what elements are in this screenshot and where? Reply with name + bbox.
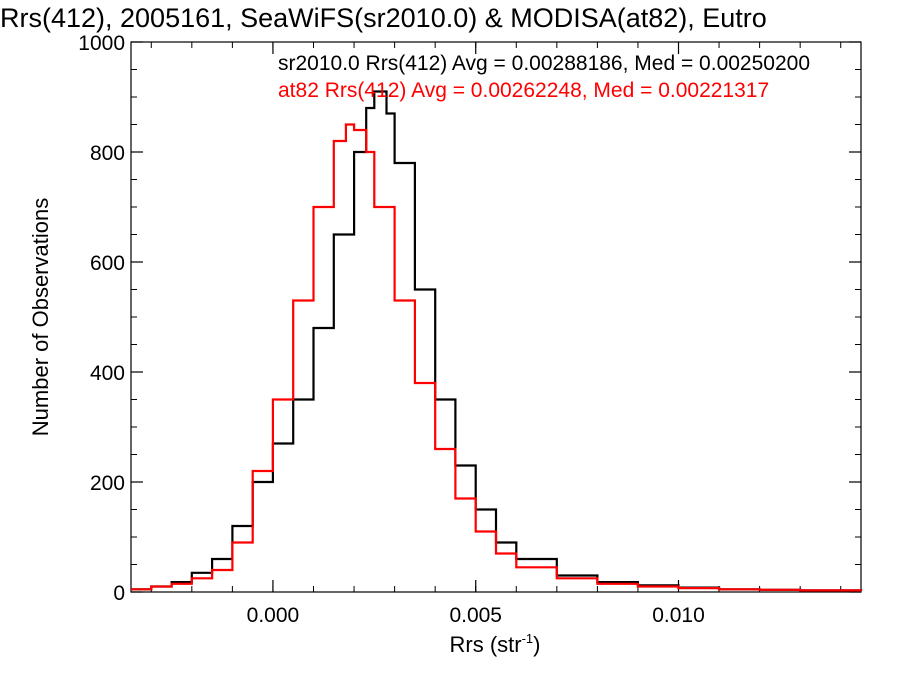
y-axis-label: Number of Observations bbox=[28, 198, 53, 436]
series-group bbox=[131, 90, 863, 592]
x-axis-label: Rrs (str-1) bbox=[450, 631, 541, 657]
chart-title: Rrs(412), 2005161, SeaWiFS(sr2010.0) & M… bbox=[0, 3, 767, 33]
y-tick-label: 600 bbox=[90, 252, 125, 275]
y-tick-label: 800 bbox=[90, 142, 125, 165]
y-tick-label: 1000 bbox=[78, 32, 125, 55]
x-tick-label: 0.005 bbox=[449, 604, 502, 627]
series-line-at82 bbox=[131, 123, 863, 592]
x-tick-label: 0.000 bbox=[247, 604, 300, 627]
plot-area: 0 200 400 600 800 1000 0.000 0.005 0.010 bbox=[78, 32, 863, 627]
y-tick-label: 200 bbox=[90, 472, 125, 495]
x-axis-label-main: Rrs (str bbox=[450, 632, 522, 657]
legend-entry-at82: at82 Rrs(412) Avg = 0.00262248, Med = 0.… bbox=[278, 79, 769, 102]
y-tick-label: 400 bbox=[90, 362, 125, 385]
x-axis-label-sup: -1 bbox=[522, 631, 534, 646]
y-tick-label: 0 bbox=[113, 582, 125, 605]
legend: sr2010.0 Rrs(412) Avg = 0.00288186, Med … bbox=[278, 52, 810, 102]
series-line-sr2010-0 bbox=[131, 90, 863, 592]
legend-entry-sr2010: sr2010.0 Rrs(412) Avg = 0.00288186, Med … bbox=[278, 52, 810, 75]
x-axis: 0.000 0.005 0.010 bbox=[150, 42, 842, 627]
x-axis-label-close: ) bbox=[533, 632, 540, 657]
x-tick-label: 0.010 bbox=[652, 604, 705, 627]
y-axis: 0 200 400 600 800 1000 bbox=[78, 32, 861, 605]
